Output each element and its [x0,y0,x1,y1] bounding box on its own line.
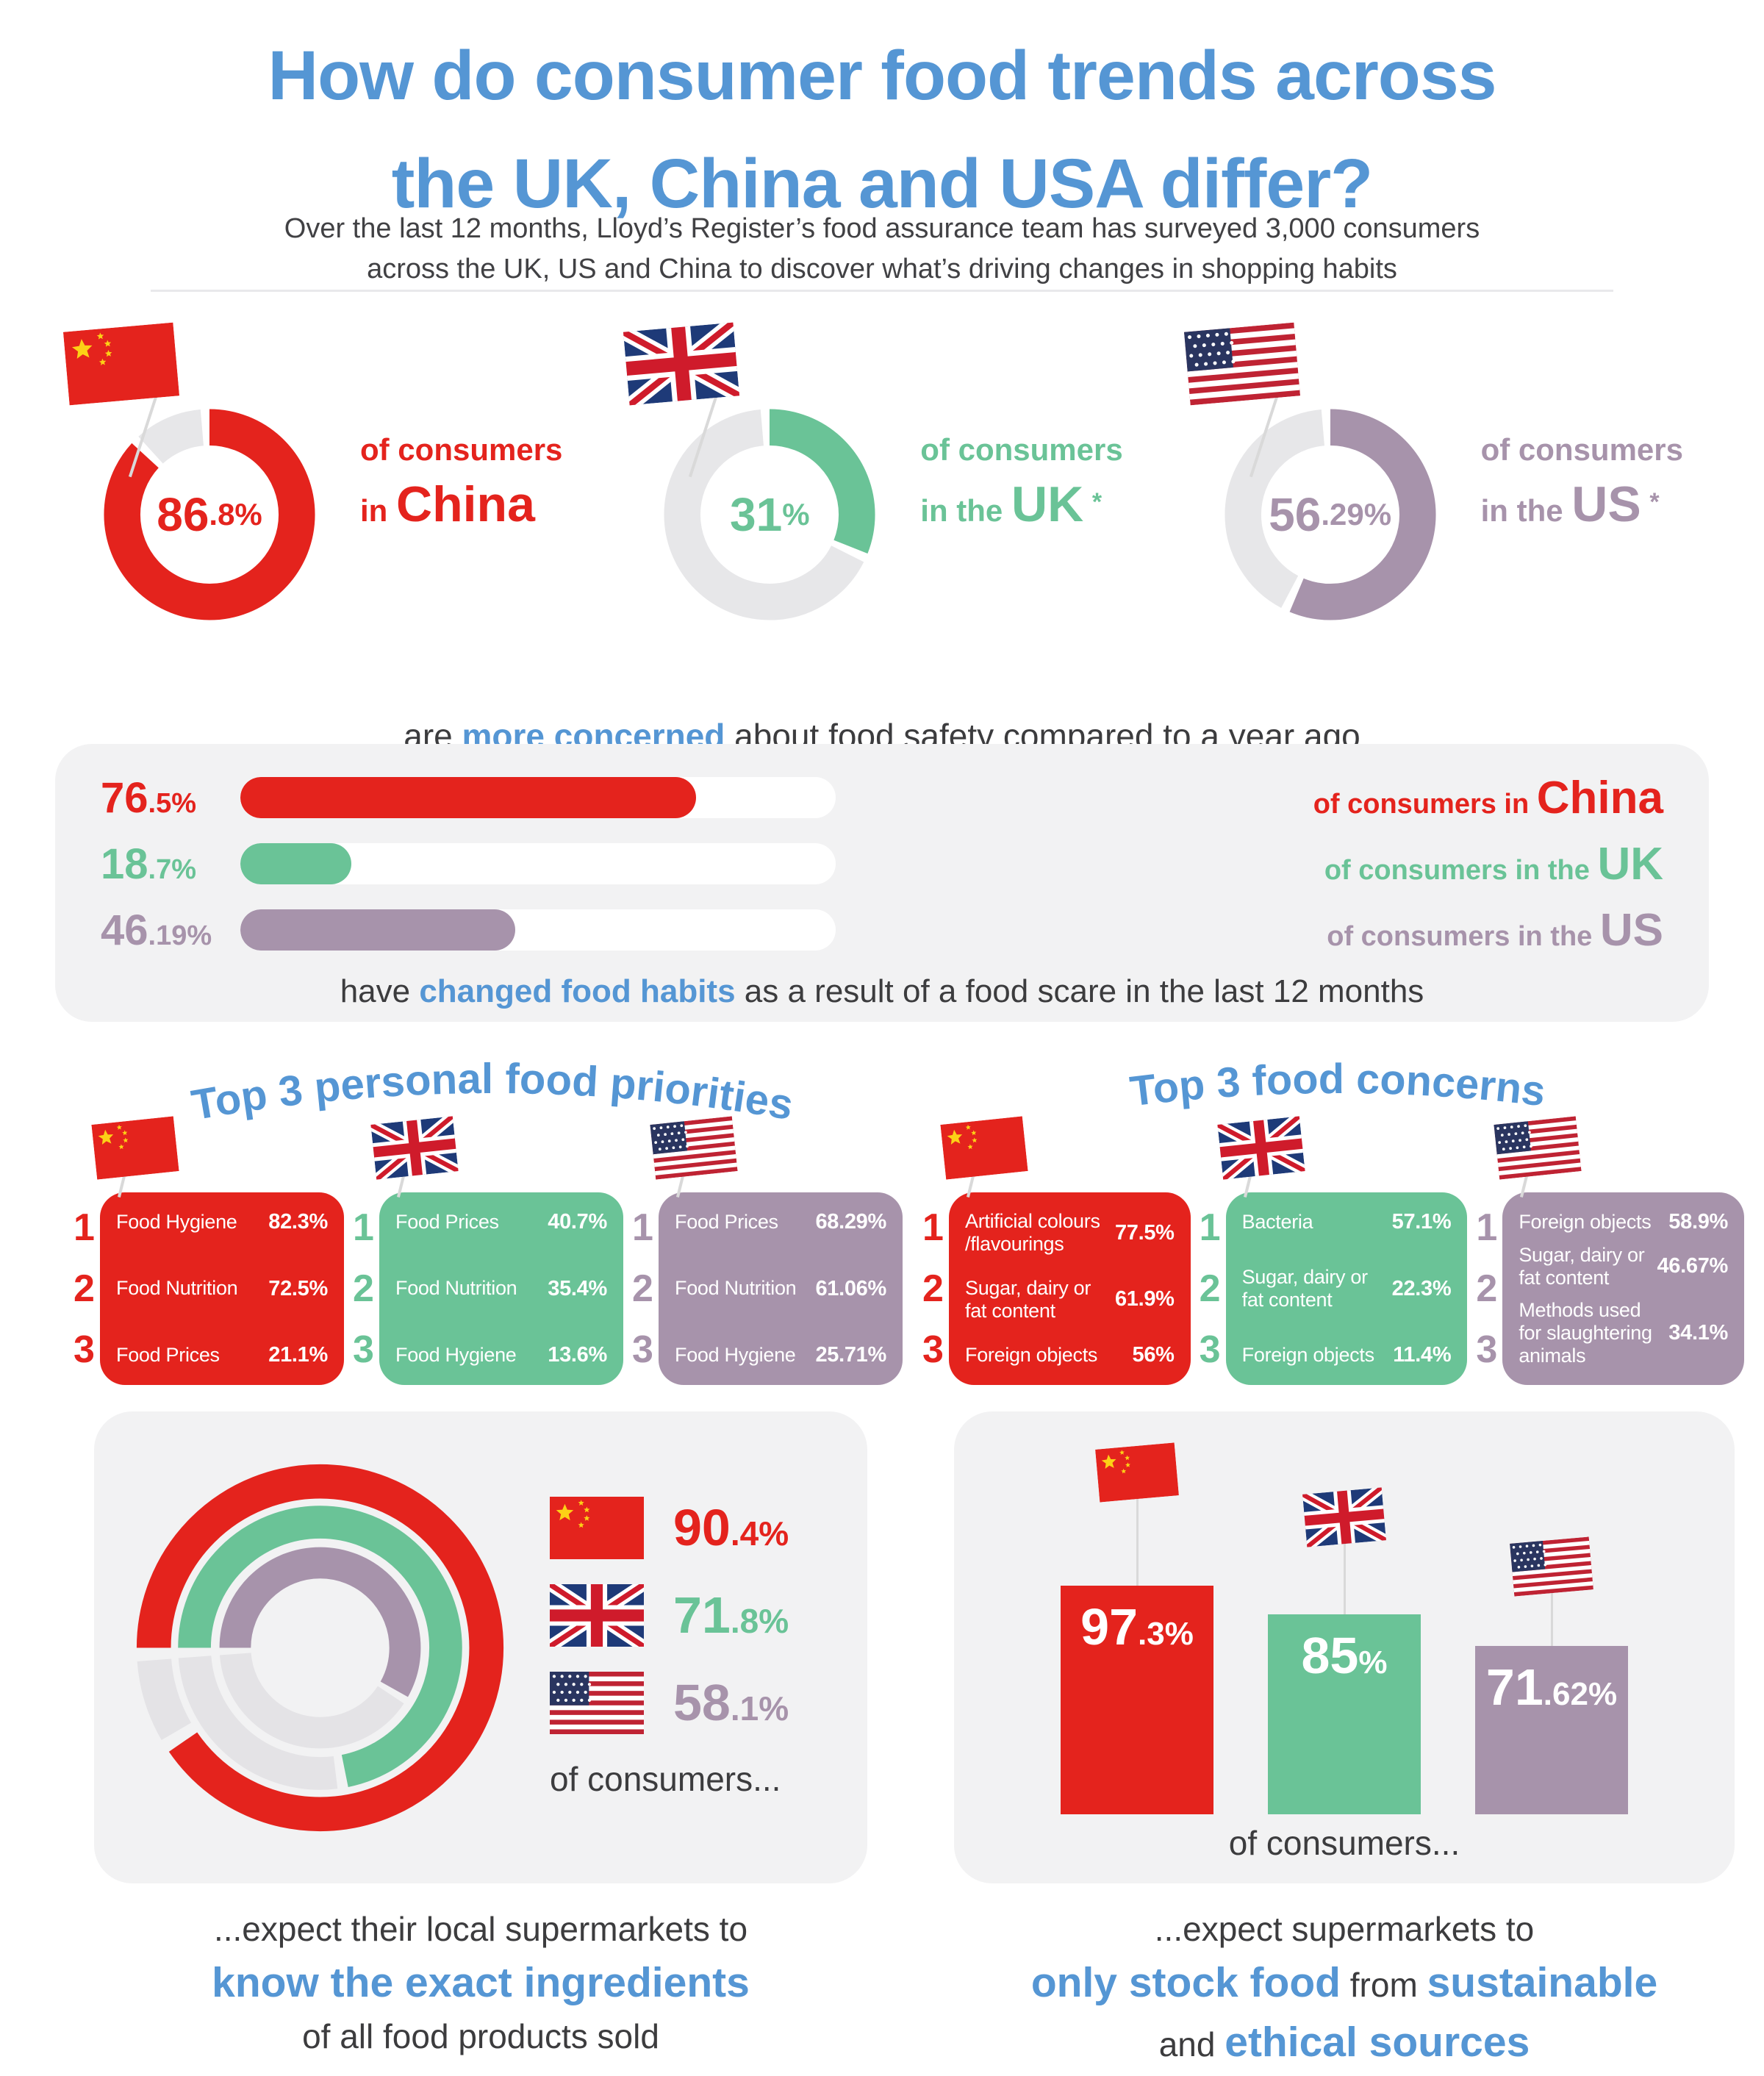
flag-pole [1550,1593,1553,1646]
us-concerns-card: Foreign objects 58.9% Sugar, dairy or fat… [1494,1116,1745,1385]
changed-habits-box: 76.5% of consumers in China 18.7% of con… [55,744,1709,1022]
us-donut-section: 56.29% of consumers in the US * [1183,322,1683,636]
us-donut-chart [1225,409,1436,620]
us-progress-row: 46.19% of consumers in the US [101,904,1663,956]
uk-donut-section: 31% of consumers in the UK * [623,322,1123,636]
us-progress-label: of consumers in the US [1327,904,1663,956]
us-flag-icon [1494,1116,1582,1180]
china-concerns-card: Artificial colours /flavourings 77.5% Sug… [940,1116,1191,1385]
china-bar: 97.3% [1061,1586,1213,1814]
donut-charts-row: 86.8% of consumers in China 31% of consu… [62,322,1683,636]
china-donut-label: of consumers in China [360,432,563,533]
concentric-rings-chart [136,1464,504,1831]
ingredients-footer: ...expect their local supermarkets to kn… [212,1910,750,2056]
concerns-title: Top 3 food concerns [1127,1056,1548,1115]
svg-text:Top 3 food concerns: Top 3 food concerns [1127,1056,1548,1115]
us-donut-value: 56.29% [1269,488,1392,541]
rings-caption: of consumers... [550,1759,781,1798]
us-flag-icon [550,1671,644,1734]
progress-track [240,843,836,884]
uk-progress-row: 18.7% of consumers in the UK [101,838,1663,890]
uk-progress-label: of consumers in the UK [1324,838,1663,890]
uk-progress-fill [240,843,352,884]
uk-donut-value: 31% [730,488,810,541]
uk-bar-column: 85% [1268,1487,1421,1814]
priorities-title: Top 3 personal food priorities [188,1055,797,1129]
us-progress-value: 46.19% [101,906,212,954]
china-flag-icon [1095,1442,1179,1503]
china-donut-value: 86.8% [157,488,262,541]
uk-priorities-card: Food Prices 40.7% Food Nutrition 35.4% Foo… [370,1116,623,1385]
china-progress-label: of consumers in China [1313,772,1663,823]
us-flag-icon [1510,1536,1593,1597]
china-progress-value: 76.5% [101,773,196,822]
progress-track [240,777,836,818]
china-flag-icon [940,1116,1028,1180]
divider-line [151,290,1613,292]
sustainable-footer: ...expect supermarkets to only stock foo… [1030,1910,1658,2066]
us-bar-column: 71.62% [1475,1536,1628,1814]
changed-habits-caption: have changed food habits as a result of … [340,973,1424,1009]
china-progress-fill [240,777,696,818]
china-donut-chart [104,409,315,620]
uk-donut-chart [664,409,875,620]
us-legend-row: 58.1% [550,1671,789,1734]
china-legend-row: 90.4% [550,1496,789,1559]
uk-flag-icon [550,1583,644,1647]
bars-caption: of consumers... [1228,1824,1460,1862]
rings-legend: 90.4% 71.8% 58.1% of consumers... [550,1496,789,1799]
china-flag-icon [550,1496,644,1559]
us-flag-icon [650,1116,738,1180]
uk-legend-row: 71.8% [550,1583,789,1647]
page-title: How do consumer food trends across the U… [268,37,1497,223]
page-subtitle: Over the last 12 months, Lloyd’s Registe… [284,213,1480,285]
china-flag-icon [91,1116,179,1180]
china-flag-icon [62,322,180,406]
us-progress-fill [240,909,516,951]
sustainable-expectation-card: 97.3% 85% 71.62% of consumers... [954,1411,1735,1883]
progress-track [240,909,836,951]
us-priorities-card: Food Prices 68.29% Food Nutrition 61.06% F… [650,1116,903,1385]
uk-concerns-card: Bacteria 57.1% Sugar, dairy or fat conten… [1217,1116,1468,1385]
uk-bar: 85% [1268,1614,1421,1814]
china-bar-column: 97.3% [1061,1442,1213,1814]
ingredients-expectation-card: 90.4% 71.8% 58.1% of consumers... [94,1411,867,1883]
uk-flag-icon [623,322,740,406]
bar-chart: 97.3% 85% 71.62% [954,1442,1735,1814]
flag-pole [1136,1499,1139,1586]
us-donut-label: of consumers in the US * [1480,432,1683,533]
uk-flag-icon [1217,1116,1305,1180]
china-progress-row: 76.5% of consumers in China [101,773,1663,823]
us-bar: 71.62% [1475,1646,1628,1814]
uk-progress-value: 18.7% [101,840,196,888]
us-flag-icon [1183,322,1300,406]
china-priorities-card: Food Hygiene 82.3% Food Nutrition 72.5% Fo… [91,1116,344,1385]
uk-flag-icon [1302,1487,1386,1547]
china-donut-section: 86.8% of consumers in China [62,322,563,636]
uk-flag-icon [370,1116,459,1180]
uk-donut-label: of consumers in the UK * [920,432,1123,533]
flag-pole [1343,1544,1346,1614]
